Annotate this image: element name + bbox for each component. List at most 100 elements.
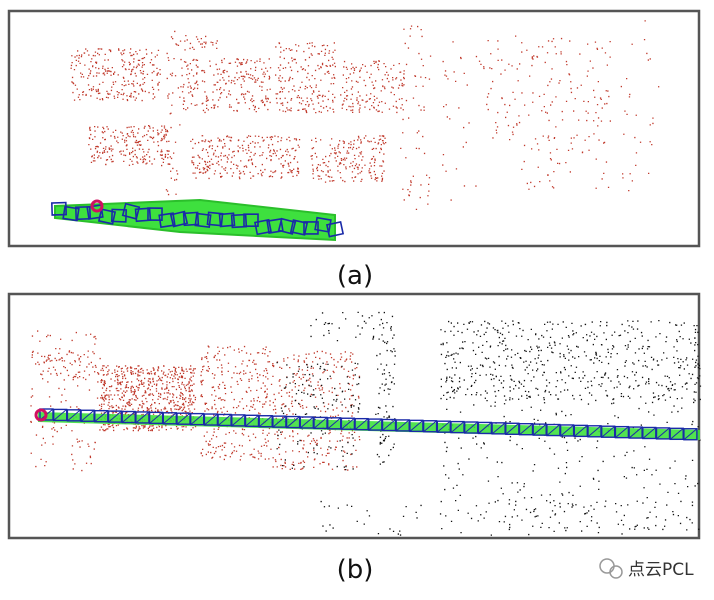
point-cloud: [375, 322, 396, 465]
pose-frame: [74, 205, 92, 221]
pose-frame: [436, 420, 451, 433]
pose-frame: [587, 425, 602, 438]
panel-a: [7, 9, 701, 248]
pose-frame: [669, 427, 684, 440]
pose-frame: [53, 408, 68, 422]
pose-frame: [134, 207, 152, 223]
pose-frame: [669, 427, 684, 441]
pose-frame: [683, 428, 698, 441]
pose-frame: [450, 421, 465, 433]
pose-frame: [218, 212, 236, 228]
pose-frame: [450, 420, 465, 434]
pose-frame: [108, 410, 122, 423]
point-cloud: [88, 125, 171, 167]
pose-frame: [80, 409, 95, 422]
point-cloud: [440, 320, 702, 402]
pose-frame: [395, 419, 410, 432]
pose-frame: [587, 425, 602, 438]
pose-frame: [149, 411, 163, 424]
pose-frame: [381, 418, 397, 432]
pose-frame: [341, 417, 355, 430]
pose-frame: [628, 426, 643, 439]
pose-frame: [53, 409, 68, 421]
pose-frame: [546, 424, 561, 436]
pose-frame: [94, 410, 109, 423]
pose-frame: [176, 412, 191, 425]
pose-frame: [266, 218, 284, 234]
pose-frame: [340, 417, 356, 430]
panel-caption: (a): [337, 261, 373, 291]
pose-frame: [204, 413, 218, 426]
pose-frame: [254, 218, 272, 236]
pose-frame: [135, 411, 150, 424]
pose-frame: [158, 212, 176, 229]
pose-frame: [519, 423, 533, 436]
point-cloud: [190, 135, 301, 180]
pose-frame: [80, 409, 95, 422]
pose-frame: [243, 213, 259, 227]
pose-frame: [368, 418, 383, 431]
pose-frame: [477, 421, 493, 435]
pose-frame: [532, 423, 547, 436]
pose-frame: [354, 418, 369, 431]
pose-frame: [325, 221, 345, 238]
pose-frame: [505, 422, 520, 435]
pose-frame: [121, 202, 141, 220]
point-cloud: [340, 60, 405, 114]
pose-frame: [121, 411, 136, 423]
pose-frame: [272, 415, 287, 428]
watermark-icon: [609, 565, 623, 579]
pose-frame: [313, 416, 328, 430]
pose-frame: [656, 427, 670, 440]
point-cloud: [276, 361, 361, 471]
pose-frame: [169, 210, 189, 228]
panel-caption: (b): [337, 555, 374, 585]
pose-frame: [642, 427, 657, 439]
pose-frame: [50, 201, 68, 216]
pose-frame: [206, 211, 224, 227]
pose-frame: [86, 204, 104, 220]
pose-frame: [194, 212, 212, 229]
point-cloud: [41, 350, 97, 381]
pose-frame: [683, 428, 698, 441]
pose-frame: [601, 425, 616, 438]
pose-frame: [382, 419, 396, 431]
pose-frame: [573, 424, 588, 438]
pose-frame: [478, 422, 492, 434]
pose-frame: [491, 422, 506, 435]
pose-frame: [628, 426, 643, 439]
pose-frame: [368, 418, 383, 431]
pose-frame: [518, 423, 534, 436]
pose-frame: [299, 416, 314, 429]
pose-frame: [97, 208, 117, 225]
pose-frame: [286, 416, 300, 428]
point-cloud: [310, 135, 387, 183]
pose-frame: [203, 413, 219, 426]
pose-frame: [39, 408, 54, 421]
pose-frame: [423, 420, 437, 433]
point-cloud: [270, 350, 361, 471]
pose-frame: [559, 424, 575, 437]
pose-frame: [230, 213, 248, 229]
pose-frame: [182, 211, 200, 227]
start-pose: [90, 199, 104, 213]
point-cloud: [442, 41, 481, 201]
pose-frame: [615, 426, 629, 439]
pose-frame: [313, 417, 328, 429]
pose-frame: [299, 416, 314, 429]
pose-frame: [245, 414, 259, 427]
pose-frame: [601, 425, 616, 438]
pose-frame: [505, 422, 520, 435]
pose-frame: [532, 423, 547, 436]
pose-frame: [409, 419, 424, 433]
start-pose: [34, 408, 48, 422]
pose-frame: [135, 411, 150, 424]
pose-frame: [642, 426, 657, 440]
pose-frame: [231, 414, 246, 427]
pose-frame: [464, 421, 479, 434]
pose-frame: [217, 414, 232, 426]
pose-frame: [303, 221, 319, 235]
pose-frame: [258, 415, 273, 428]
